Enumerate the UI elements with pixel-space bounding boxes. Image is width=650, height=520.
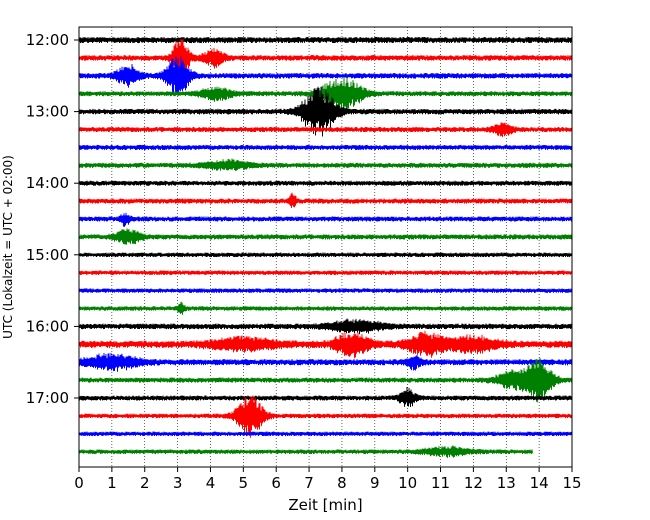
trace-1200 — [78, 36, 573, 44]
trace-1500 — [78, 252, 573, 258]
x-tick-label: 1 — [107, 474, 117, 492]
trace-1600 — [78, 318, 573, 335]
trace-1545 — [78, 301, 573, 315]
x-tick-label: 11 — [431, 474, 450, 492]
y-tick-label: 16:00 — [26, 317, 69, 335]
trace-1345 — [78, 158, 573, 171]
x-tick-label: 4 — [206, 474, 216, 492]
trace-1300 — [78, 86, 573, 137]
x-tick-label: 6 — [271, 474, 281, 492]
trace-1515 — [78, 270, 573, 275]
trace-1730 — [78, 431, 573, 437]
trace-1445 — [78, 228, 573, 245]
trace-1400 — [78, 180, 573, 186]
x-tick-label: 14 — [530, 474, 549, 492]
x-tick-label: 10 — [398, 474, 417, 492]
x-tick-label: 12 — [464, 474, 483, 492]
y-tick-label: 13:00 — [26, 103, 69, 121]
x-tick-label: 2 — [140, 474, 150, 492]
x-tick-label: 3 — [173, 474, 183, 492]
x-tick-label: 9 — [370, 474, 380, 492]
trace-1700 — [78, 386, 573, 408]
plot-frame — [78, 26, 573, 468]
y-tick-label: 15:00 — [26, 246, 69, 264]
x-tick-label: 5 — [239, 474, 249, 492]
trace-1415 — [78, 192, 573, 209]
x-tick-label: 0 — [74, 474, 84, 492]
trace-1715 — [78, 395, 573, 438]
y-tick-label: 14:00 — [26, 174, 69, 192]
trace-1615 — [78, 330, 573, 359]
trace-1645 — [78, 357, 573, 403]
trace-1315 — [78, 122, 573, 138]
trace-1215 — [78, 39, 573, 81]
trace-1745 — [78, 445, 533, 458]
x-axis-ticks: 0 1 2 3 4 5 6 7 8 9 10 11 12 13 14 15 — [74, 467, 582, 492]
y-tick-label: 12:00 — [26, 31, 69, 49]
y-axis-label: UTC (Lokalzeit = UTC + 02:00) — [1, 155, 15, 339]
x-axis-label: Zeit [min] — [288, 496, 362, 514]
x-tick-label: 8 — [337, 474, 347, 492]
y-axis-ticks: 12:00 13:00 14:00 15:00 16:00 17:00 — [26, 31, 79, 407]
trace-1330 — [78, 144, 573, 150]
trace-1430 — [78, 212, 573, 227]
x-tick-label: 7 — [304, 474, 314, 492]
trace-1230 — [78, 56, 573, 96]
x-tick-label: 13 — [497, 474, 516, 492]
y-tick-label: 17:00 — [26, 389, 69, 407]
trace-1530 — [78, 288, 573, 293]
trace-group — [78, 36, 573, 458]
x-tick-label: 15 — [562, 474, 581, 492]
trace-1630 — [78, 352, 573, 372]
